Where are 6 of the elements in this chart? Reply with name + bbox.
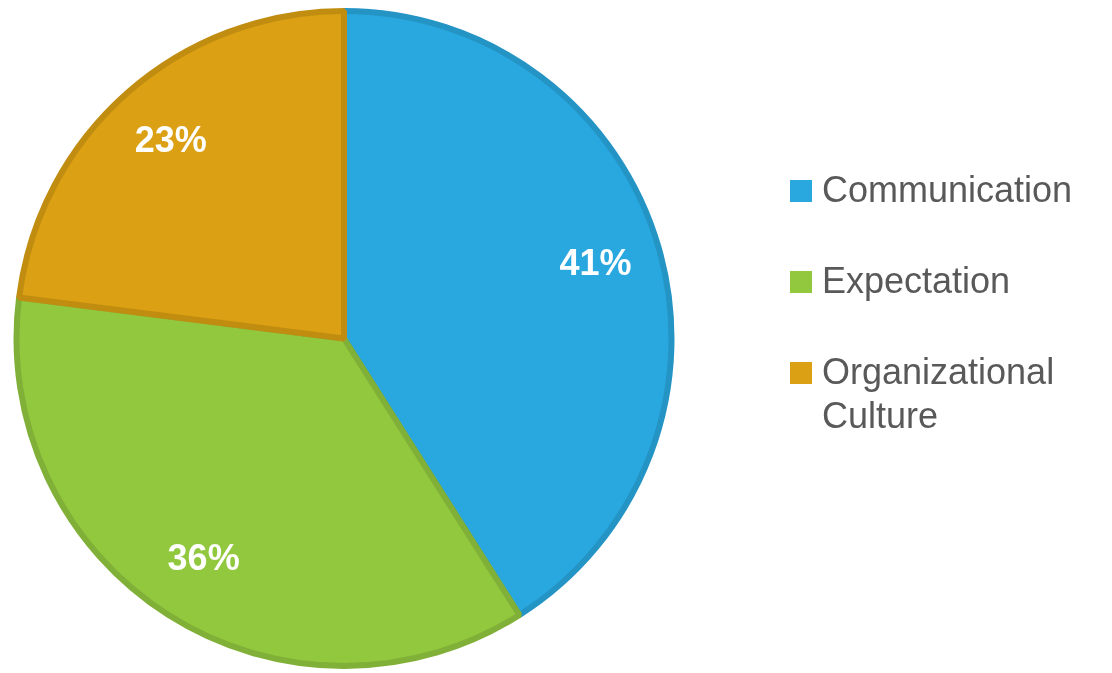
legend-label: Communication <box>822 168 1074 212</box>
legend-label: Expectation <box>822 259 1012 303</box>
data-label: 36% <box>167 536 240 578</box>
data-label: 23% <box>134 118 207 160</box>
legend-label: Organizational Culture <box>822 350 1056 438</box>
data-label: 41% <box>559 242 632 284</box>
